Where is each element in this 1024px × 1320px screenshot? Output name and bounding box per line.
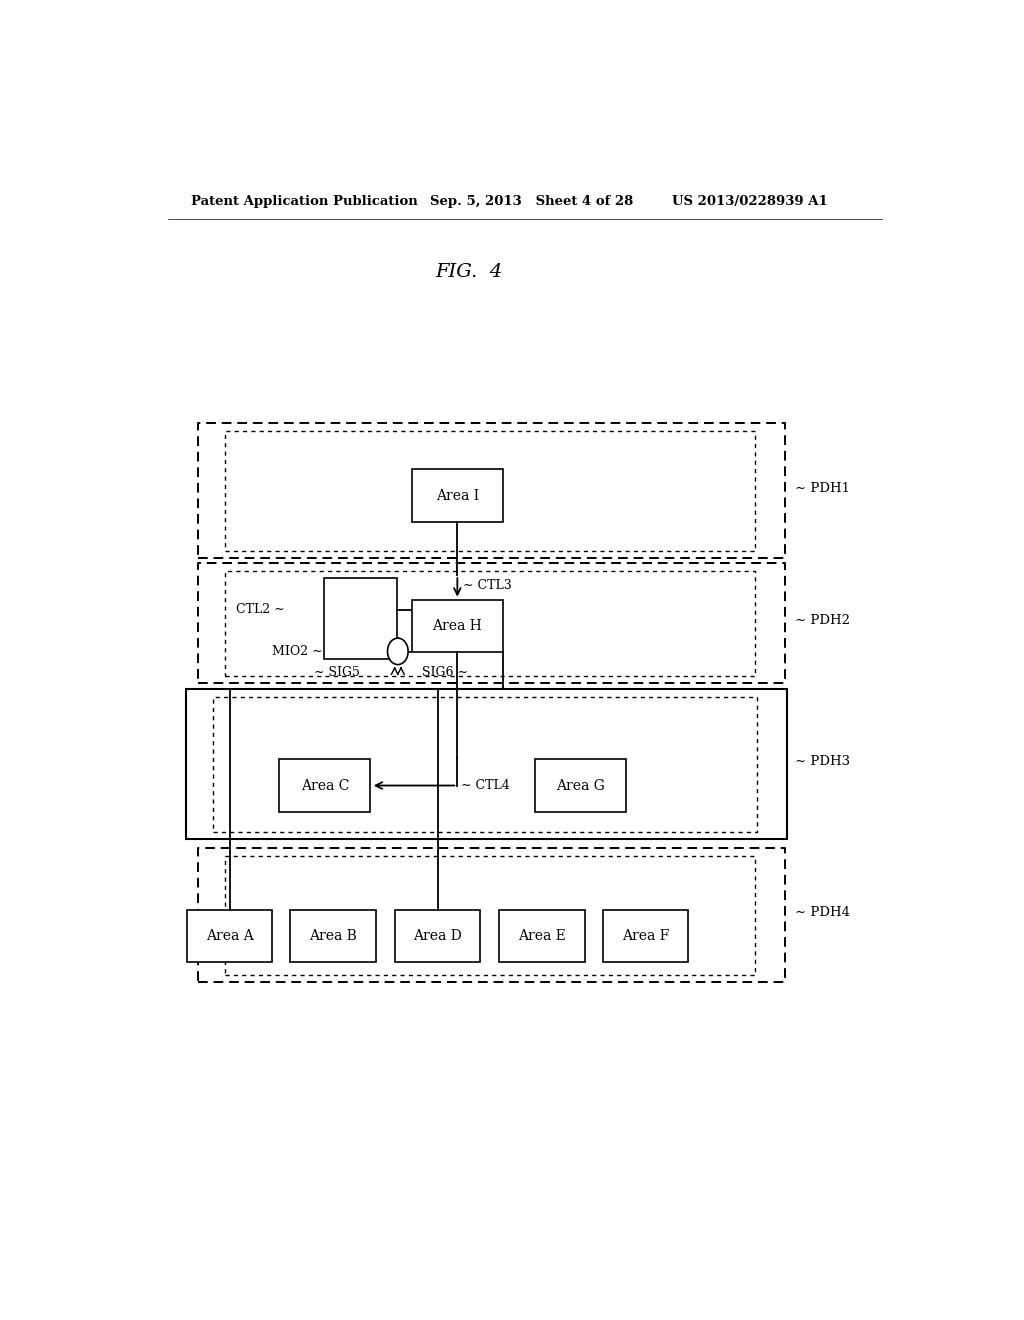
Text: ∼ PDH3: ∼ PDH3 [795, 755, 850, 768]
Text: Area A: Area A [206, 929, 254, 942]
Text: Area F: Area F [622, 929, 669, 942]
Text: FIG.  4: FIG. 4 [435, 263, 503, 281]
Bar [412, 470, 503, 523]
Text: ∼ SIG5: ∼ SIG5 [314, 665, 360, 678]
Bar [324, 578, 397, 660]
Text: Patent Application Publication: Patent Application Publication [191, 194, 418, 207]
Text: Sep. 5, 2013   Sheet 4 of 28: Sep. 5, 2013 Sheet 4 of 28 [430, 194, 633, 207]
Text: Area I: Area I [436, 488, 479, 503]
Bar [412, 599, 503, 652]
Bar [500, 909, 585, 962]
Text: ∼ CTL3: ∼ CTL3 [463, 578, 512, 591]
Text: CTL2 ∼: CTL2 ∼ [236, 603, 285, 616]
Text: Area G: Area G [556, 779, 605, 792]
Text: Area E: Area E [518, 929, 566, 942]
Bar [394, 909, 480, 962]
Text: Area D: Area D [413, 929, 462, 942]
Bar [280, 759, 371, 812]
Text: ∼ PDH1: ∼ PDH1 [795, 482, 850, 495]
Text: MIO2 ∼: MIO2 ∼ [271, 645, 323, 657]
Text: ∼ CTL4: ∼ CTL4 [461, 779, 510, 792]
Text: Area H: Area H [432, 619, 482, 634]
Bar [602, 909, 688, 962]
Text: US 2013/0228939 A1: US 2013/0228939 A1 [672, 194, 827, 207]
Circle shape [387, 638, 409, 664]
Bar [186, 909, 272, 962]
Bar [290, 909, 376, 962]
Text: Area C: Area C [301, 779, 349, 792]
Bar [186, 689, 786, 840]
Text: SIG6 ∼: SIG6 ∼ [422, 665, 468, 678]
Bar [535, 759, 626, 812]
Text: Area B: Area B [309, 929, 356, 942]
Text: ∼ PDH4: ∼ PDH4 [795, 906, 850, 919]
Text: ∼ PDH2: ∼ PDH2 [795, 614, 850, 627]
